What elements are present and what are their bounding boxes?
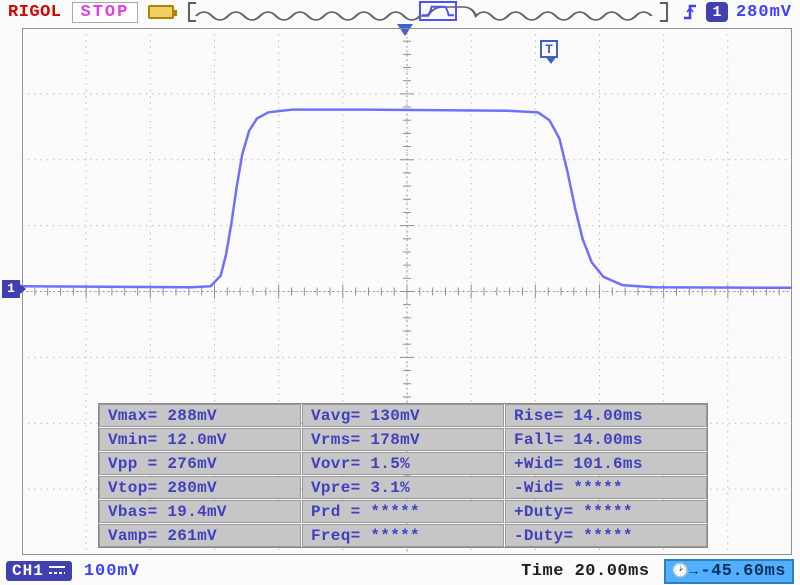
channel1-marker-label: 1 <box>7 281 15 296</box>
delay-arrow-icon: 🕑→ <box>672 563 699 580</box>
meas-vpre: Vpre= 3.1% <box>302 476 504 499</box>
meas-freq: Freq= ***** <box>302 524 504 547</box>
meas-rise: Rise= 14.00ms <box>505 404 707 427</box>
overview-bracket-left <box>188 2 194 22</box>
channel1-label: CH1 <box>12 562 44 580</box>
meas-vrms: Vrms= 178mV <box>302 428 504 451</box>
meas-vamp: Vamp= 261mV <box>99 524 301 547</box>
channel1-badge: CH1 <box>6 561 72 581</box>
channel1-ground-marker: 1 <box>2 280 20 298</box>
trigger-delay-value: -45.60ms <box>700 562 786 581</box>
time-base: Time 20.00ms <box>521 562 649 581</box>
meas-vpp: Vpp = 276mV <box>99 452 301 475</box>
trigger-source-badge: 1 <box>706 2 728 22</box>
battery-icon <box>148 5 174 19</box>
trigger-level-value: 280mV <box>736 3 792 22</box>
run-state: STOP <box>72 2 139 23</box>
meas-fall: Fall= 14.00ms <box>505 428 707 451</box>
waveform-overview <box>188 2 668 22</box>
trigger-delay-box: 🕑→ -45.60ms <box>664 559 794 584</box>
meas-vavg: Vavg= 130mV <box>302 404 504 427</box>
dc-coupling-icon <box>48 564 66 578</box>
channel1-scale: 100mV <box>84 562 140 581</box>
time-scale-value: 20.00ms <box>575 562 650 581</box>
meas-duty: +Duty= ***** <box>505 500 707 523</box>
brand-label: RIGOL <box>8 3 62 22</box>
meas-duty: -Duty= ***** <box>505 524 707 547</box>
overview-bracket-right <box>662 2 668 22</box>
meas-vmin: Vmin= 12.0mV <box>99 428 301 451</box>
meas-vovr: Vovr= 1.5% <box>302 452 504 475</box>
rising-edge-icon <box>682 3 698 21</box>
meas-prd: Prd = ***** <box>302 500 504 523</box>
meas-wid: -Wid= ***** <box>505 476 707 499</box>
meas-vtop: Vtop= 280mV <box>99 476 301 499</box>
bottom-status-bar: CH1 100mV Time 20.00ms 🕑→ -45.60ms <box>0 557 800 585</box>
measurement-panel: Vmax= 288mVVavg= 130mVRise= 14.00ms Vmin=… <box>98 403 708 548</box>
top-status-bar: RIGOL STOP 1 280mV <box>0 0 800 24</box>
time-prefix: Time <box>521 562 575 581</box>
overview-pulse-icon <box>421 3 455 19</box>
meas-vmax: Vmax= 288mV <box>99 404 301 427</box>
oscilloscope-screen: RIGOL STOP 1 280mV T <box>0 0 800 585</box>
trigger-status: 1 280mV <box>682 2 792 22</box>
meas-wid: +Wid= 101.6ms <box>505 452 707 475</box>
overview-window-box <box>419 1 457 21</box>
meas-vbas: Vbas= 19.4mV <box>99 500 301 523</box>
